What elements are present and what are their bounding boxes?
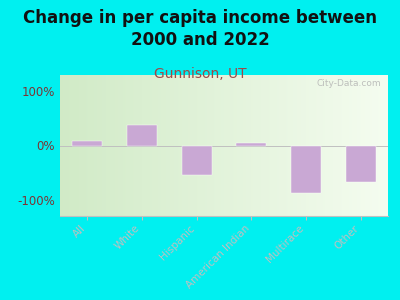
Text: City-Data.com: City-Data.com (317, 79, 382, 88)
Bar (291, 146, 321, 193)
Bar (72, 141, 102, 146)
Text: Change in per capita income between
2000 and 2022: Change in per capita income between 2000… (23, 9, 377, 49)
Bar (346, 146, 376, 182)
Text: Gunnison, UT: Gunnison, UT (154, 68, 246, 82)
Bar (127, 125, 157, 146)
Bar (182, 146, 212, 175)
Bar (236, 143, 266, 145)
